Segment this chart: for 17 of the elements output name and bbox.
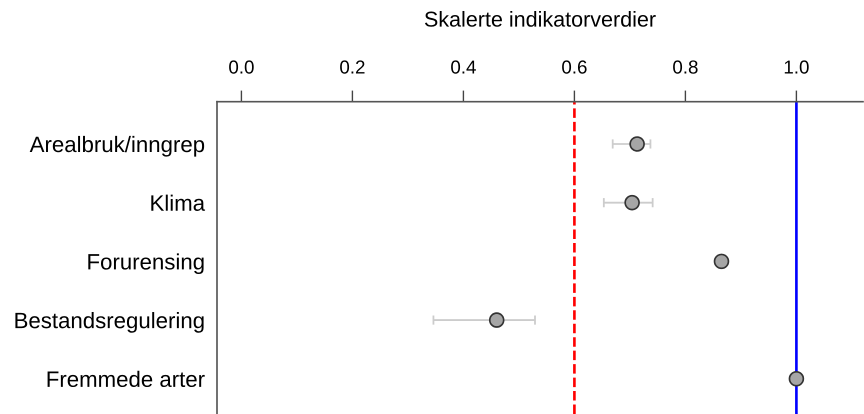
x-tick-label: 0.4: [451, 60, 476, 74]
x-tick-label: 0.2: [340, 60, 365, 74]
y-tick-label: Forurensing: [88, 253, 204, 274]
x-tick-label: 0.8: [673, 60, 698, 74]
point: [714, 254, 730, 270]
point: [788, 371, 804, 387]
x-tick-label: 0.6: [562, 60, 587, 74]
y-tick-label: Arealbruk/inngrep: [30, 136, 204, 157]
point: [629, 136, 645, 152]
x-axis-title: Skalerte indikatorverdier: [424, 10, 656, 27]
x-tick-label: 0.0: [229, 60, 254, 74]
y-tick-label: Klima: [151, 194, 206, 211]
y-tick-label: Fremmede arter: [48, 370, 205, 388]
point: [624, 194, 640, 210]
point: [488, 312, 504, 328]
x-tick-label: 1.0: [784, 60, 809, 74]
y-tick-label: Bestandsregulering: [15, 312, 204, 333]
